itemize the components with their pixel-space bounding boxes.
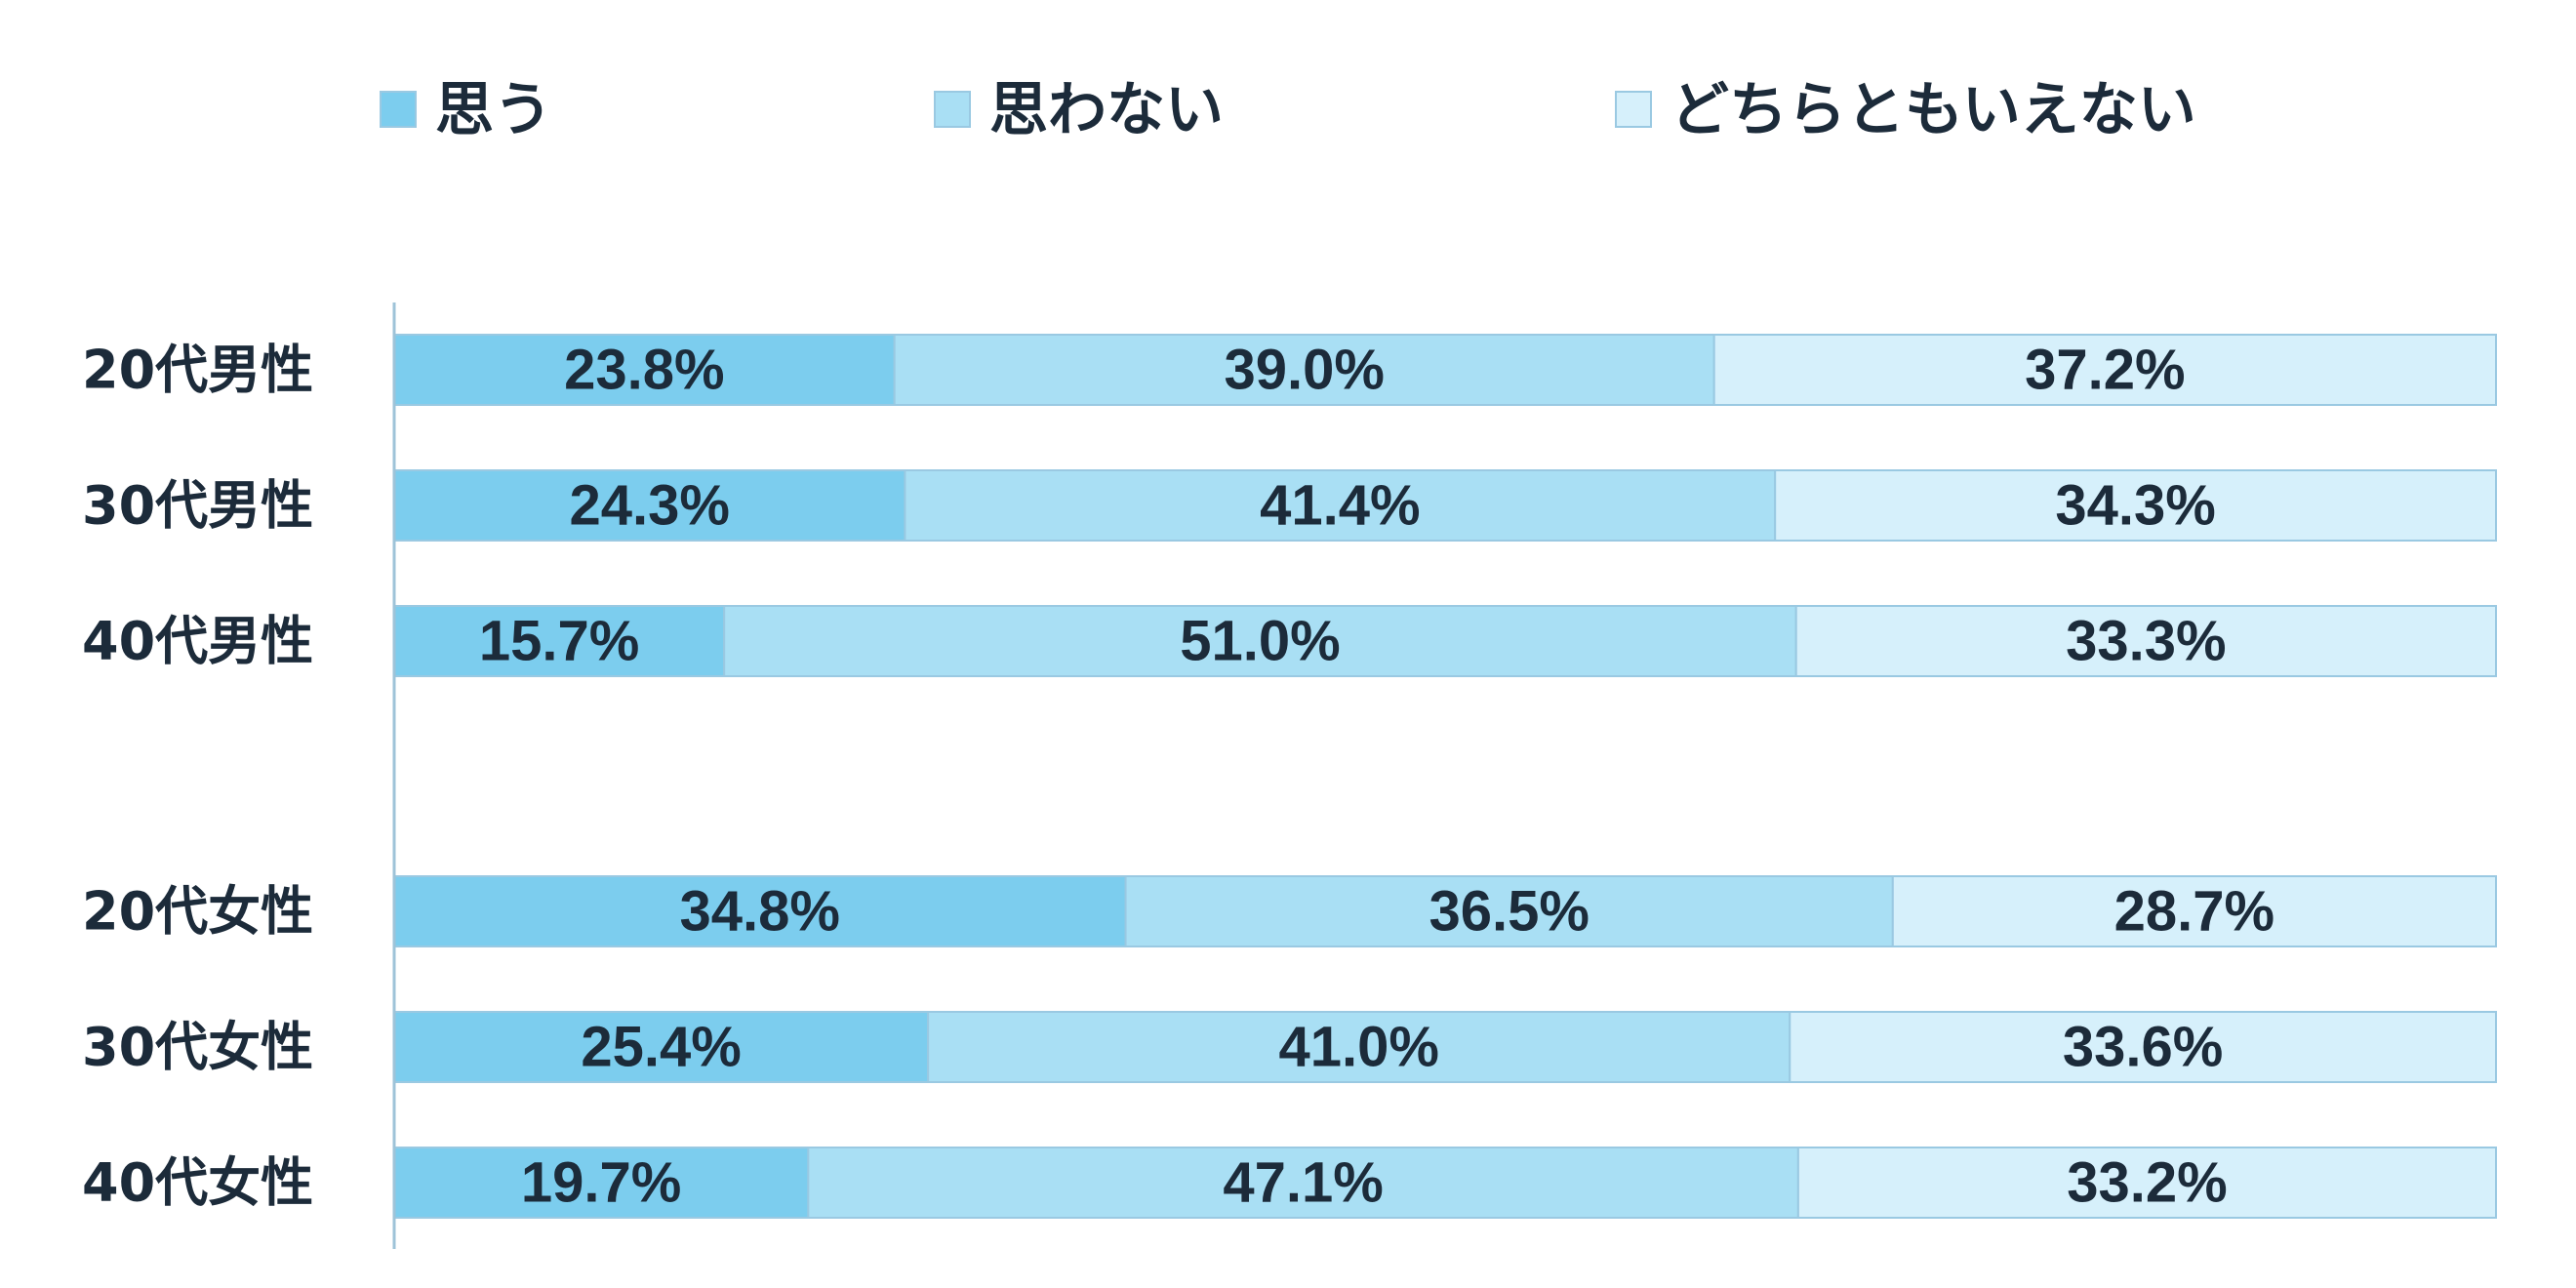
legend-swatch-2 xyxy=(934,91,971,128)
bar-2-3 xyxy=(1774,469,2497,542)
category-label-5: 30代女性 xyxy=(82,1017,313,1078)
legend-label-3: どちらともいえない xyxy=(1670,76,2196,144)
category-label-2: 30代男性 xyxy=(82,475,313,537)
bars xyxy=(393,334,2498,1219)
legend-label-1: 思う xyxy=(435,76,552,144)
value-label-3-3: 33.3% xyxy=(2066,610,2226,673)
category-labels: 20代男性 30代男性 40代男性 20代女性 30代女性 40代女性 xyxy=(82,340,313,1214)
value-label-5-1: 25.4% xyxy=(581,1016,741,1079)
category-label-6: 40代女性 xyxy=(82,1152,313,1214)
bar-1-1 xyxy=(393,334,896,406)
value-label-4-3: 28.7% xyxy=(2114,880,2274,944)
legend-label-2: 思わない xyxy=(989,76,1224,144)
legend-swatch-1 xyxy=(380,91,417,128)
category-label-1: 20代男性 xyxy=(82,340,313,401)
value-label-6-3: 33.2% xyxy=(2067,1151,2227,1215)
category-label-3: 40代男性 xyxy=(82,611,313,672)
value-label-1-1: 23.8% xyxy=(564,339,724,402)
bar-1-2 xyxy=(893,334,1715,406)
value-label-5-2: 41.0% xyxy=(1278,1016,1438,1079)
bar-2-1 xyxy=(393,469,906,542)
bar-4-3 xyxy=(1891,875,2497,947)
bar-4-1 xyxy=(393,875,1127,947)
category-label-4: 20代女性 xyxy=(82,881,313,943)
value-label-2-3: 34.3% xyxy=(2055,474,2215,538)
bar-1-3 xyxy=(1712,334,2498,406)
value-label-6-2: 47.1% xyxy=(1223,1151,1383,1215)
value-label-5-3: 33.6% xyxy=(2063,1016,2223,1079)
bar-2-2 xyxy=(904,469,1777,542)
value-labels: 23.8% 39.0% 37.2% 24.3% 41.4% 34.3% 15.7% 51.0%… xyxy=(479,339,2274,1215)
value-label-3-2: 51.0% xyxy=(1180,610,1340,673)
bar-5-3 xyxy=(1789,1011,2497,1083)
value-label-6-1: 19.7% xyxy=(521,1151,681,1215)
bar-5-1 xyxy=(393,1011,930,1083)
bar-3-2 xyxy=(723,605,1797,677)
bar-3-3 xyxy=(1794,605,2497,677)
value-label-2-1: 24.3% xyxy=(569,474,729,538)
value-label-4-1: 34.8% xyxy=(680,880,840,944)
value-label-3-1: 15.7% xyxy=(479,610,639,673)
legend: 思う 思わない どちらともいえない xyxy=(380,76,2196,144)
bar-6-2 xyxy=(807,1147,1799,1219)
value-label-1-3: 37.2% xyxy=(2025,339,2185,402)
value-label-4-2: 36.5% xyxy=(1429,880,1589,944)
bar-3-1 xyxy=(393,605,726,677)
bar-6-3 xyxy=(1796,1147,2497,1219)
value-label-1-2: 39.0% xyxy=(1224,339,1384,402)
bar-5-2 xyxy=(927,1011,1791,1083)
legend-swatch-3 xyxy=(1615,91,1652,128)
value-label-2-2: 41.4% xyxy=(1260,474,1420,538)
